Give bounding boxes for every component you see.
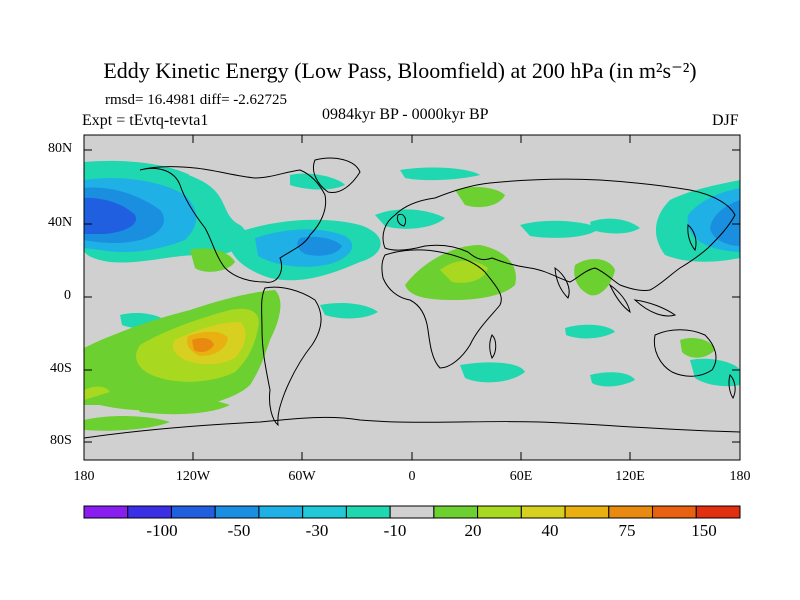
contour-natlantic-blue xyxy=(297,236,342,256)
contour-europe-teal xyxy=(375,209,445,229)
colorbar-label: -100 xyxy=(146,521,178,540)
lon-label-120e: 120E xyxy=(615,469,645,484)
colorbar-label: 20 xyxy=(464,521,482,540)
coast-south-america xyxy=(261,286,322,427)
axis-ticks xyxy=(84,135,740,460)
colorbar-swatch xyxy=(214,505,260,519)
contour-asia-teal xyxy=(520,220,600,238)
contour-sindian-teal xyxy=(565,324,615,339)
lon-label-180e: 180 xyxy=(729,469,751,484)
contour-southern-teal xyxy=(460,362,525,383)
colorbar-swatch xyxy=(389,505,435,519)
lat-label-0: 0 xyxy=(64,288,71,303)
colorbar-swatch xyxy=(433,505,479,519)
colorbar-label: 40 xyxy=(541,521,559,540)
colorbar-swatch xyxy=(477,505,522,519)
colorbar-label: -30 xyxy=(305,521,329,540)
contour-eurasia-green xyxy=(455,187,505,208)
colorbar-label: -50 xyxy=(227,521,251,540)
coast-greenland xyxy=(313,157,361,194)
coastlines xyxy=(84,157,740,439)
coast-eurasia xyxy=(382,178,736,291)
colorbar-swatch xyxy=(83,505,129,519)
colorbar-swatch xyxy=(652,505,697,519)
lat-label-80n: 80N xyxy=(48,141,73,156)
lon-label-60w: 60W xyxy=(288,469,316,484)
contour-india-green xyxy=(574,258,615,296)
colorbar-label: 75 xyxy=(618,521,636,540)
colorbar-swatch xyxy=(302,505,347,519)
lon-label-0: 0 xyxy=(408,469,416,484)
colorbar-swatch xyxy=(345,505,391,519)
lat-label-40s: 40S xyxy=(50,361,72,376)
period-label: 0984kyr BP - 0000kyr BP xyxy=(322,106,489,123)
contour-aus-green xyxy=(680,338,715,358)
lon-label-60e: 60E xyxy=(509,469,533,484)
coast-north-america xyxy=(139,166,327,283)
coast-se-asia xyxy=(608,283,677,317)
contour-antarctic-green xyxy=(84,416,170,431)
contour-sw-edge-green xyxy=(84,386,110,400)
plot-title: Eddy Kinetic Energy (Low Pass, Bloomfiel… xyxy=(103,58,697,83)
lat-label-80s: 80S xyxy=(50,433,72,448)
season-label: DJF xyxy=(712,112,739,129)
contour-npacific-darkblue xyxy=(84,197,136,234)
coast-australia xyxy=(653,329,717,377)
lon-label-120w: 120W xyxy=(175,469,211,484)
colorbar-swatch xyxy=(520,505,566,519)
colorbar-swatch xyxy=(127,505,172,519)
colorbar xyxy=(83,505,741,519)
colorbar-swatch xyxy=(258,505,304,519)
contour-africa-yellowgreen xyxy=(440,260,488,283)
colorbar-label: -10 xyxy=(383,521,407,540)
contour-asia-teal-2 xyxy=(590,218,640,234)
coast-india xyxy=(554,266,570,299)
contour-arctic-teal-3 xyxy=(400,167,480,181)
contour-southern-teal-2 xyxy=(590,372,635,387)
contour-satlantic-teal xyxy=(320,302,378,319)
lon-label-180w: 180 xyxy=(73,469,95,484)
colorbar-swatch xyxy=(564,505,610,519)
stats-text: rmsd= 16.4981 diff= -2.62725 xyxy=(105,92,288,108)
contour-sw-green-tail xyxy=(130,393,230,415)
contour-tasman-teal xyxy=(690,358,740,387)
contour-arctic-teal-1 xyxy=(84,160,190,177)
coast-japan xyxy=(687,224,697,252)
coast-new-zealand xyxy=(728,374,736,399)
coast-uk xyxy=(396,213,407,227)
colorbar-label: 150 xyxy=(691,521,717,540)
colorbar-swatch xyxy=(695,505,741,519)
colorbar-swatch xyxy=(170,505,216,519)
contour-fields xyxy=(84,160,740,431)
experiment-label: Expt = tEvtq-tevta1 xyxy=(82,112,209,129)
coast-africa xyxy=(381,249,502,369)
colorbar-swatch xyxy=(608,505,654,519)
contour-spacific-orange xyxy=(192,337,214,353)
lat-label-40n: 40N xyxy=(48,215,73,230)
coast-madagascar xyxy=(489,334,497,359)
coast-antarctica xyxy=(84,416,740,439)
